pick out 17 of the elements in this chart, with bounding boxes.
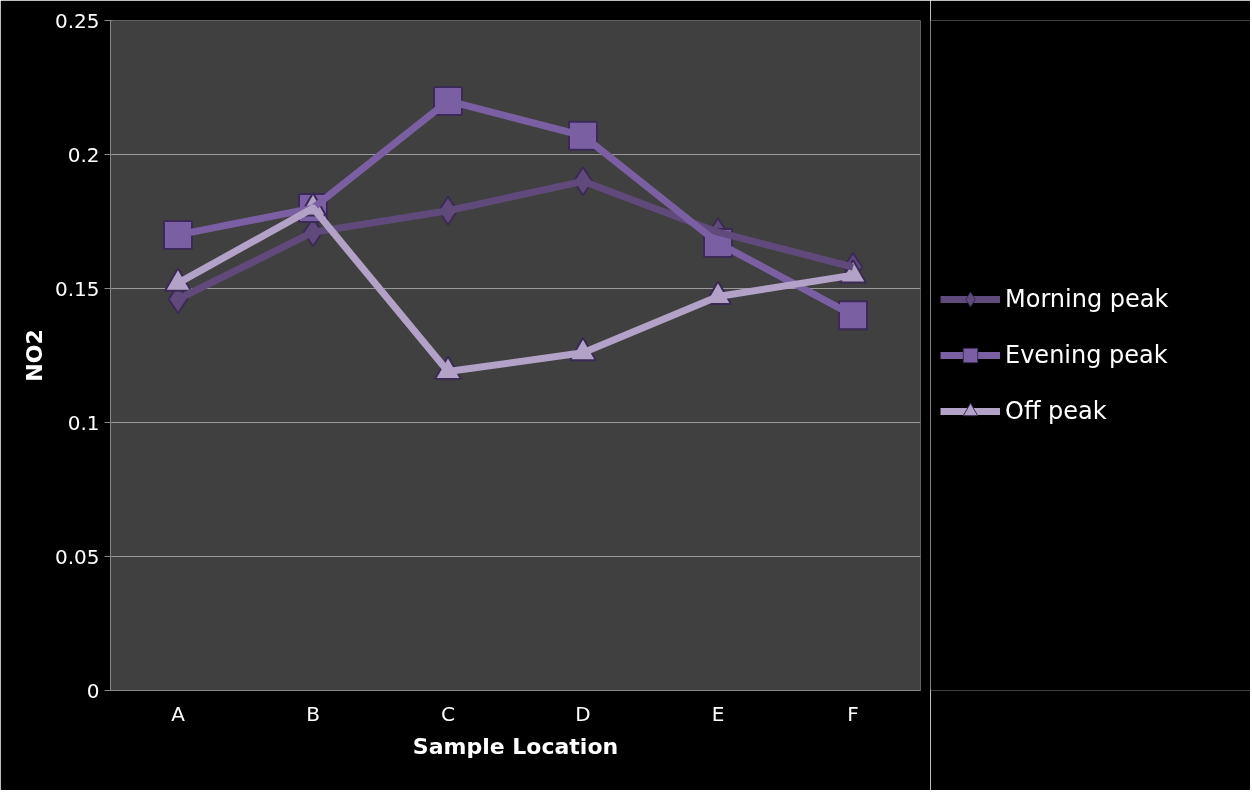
x-axis-title: Sample Location <box>412 733 619 759</box>
y-tick-label: 0.25 <box>54 8 100 33</box>
y-tick-label: 0 <box>86 678 100 703</box>
x-tick-label: F <box>847 701 859 726</box>
legend-label: Morning peak <box>1005 285 1169 313</box>
y-tick-label: 0.15 <box>54 276 100 301</box>
x-tick-label: A <box>171 701 186 726</box>
y-tick-label: 0.2 <box>67 142 100 167</box>
y-tick-label: 0.1 <box>67 410 100 435</box>
x-tick-label: E <box>711 701 725 726</box>
legend-label: Evening peak <box>1005 341 1168 369</box>
y-axis-title: NO2 <box>21 329 47 382</box>
legend-label: Off peak <box>1005 397 1107 425</box>
x-tick-label: B <box>306 701 320 726</box>
y-tick-label: 0.05 <box>54 544 100 569</box>
x-tick-label: C <box>441 701 455 726</box>
x-tick-label: D <box>575 701 591 726</box>
